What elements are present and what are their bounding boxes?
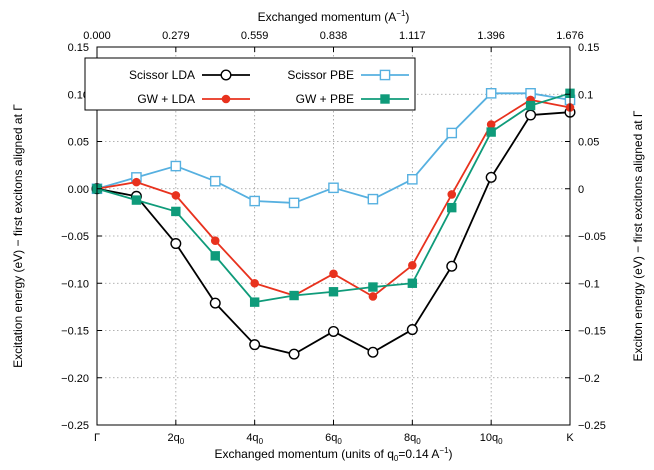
y-tick-label-right: −0.2 [578, 373, 600, 385]
x-tick-label-top: 0.000 [83, 30, 111, 42]
x-tick-label-bottom: 6q0 [325, 432, 342, 446]
y-tick-label-right: 0.15 [578, 42, 599, 54]
y-tick-label-right: 0.05 [578, 137, 599, 149]
y-tick-label-right: 0 [578, 184, 584, 196]
y-tick-label-right: −0.15 [578, 326, 606, 338]
open-square-marker [328, 182, 339, 194]
open-square-marker [170, 160, 182, 172]
y-tick-label-left: 0.10 [68, 89, 89, 101]
open-square-marker [446, 127, 458, 139]
filled-square-marker [368, 282, 378, 292]
legend: Scissor LDA GW + LDA Scissor PBE GW + PBE [84, 57, 416, 111]
open-square-marker [485, 88, 497, 99]
filled-circle-marker [447, 190, 457, 199]
x-tick-label-top: 0.559 [241, 30, 269, 42]
y-tick-label-left: −0.05 [61, 231, 89, 243]
legend-item: GW + LDA [137, 92, 250, 106]
x-axis-title-top: Exchanged momentum (A−1) [258, 9, 410, 24]
open-square-marker-legend [379, 69, 391, 81]
x-tick-label-bottom: 2q0 [167, 432, 184, 446]
open-circle-marker [525, 109, 537, 121]
legend-item: Scissor PBE [287, 68, 409, 82]
legend-item: GW + PBE [296, 92, 409, 106]
filled-circle-marker [132, 177, 141, 187]
open-circle-marker-legend [220, 69, 232, 81]
y-axis-title-right: Exciton energy (eV) − first excitons ali… [631, 110, 645, 361]
filled-circle-marker [171, 191, 181, 200]
x-tick-label-bottom: K [566, 432, 574, 444]
filled-square-marker [525, 100, 536, 111]
open-circle-marker [367, 346, 379, 358]
series-gw-pbe [92, 88, 575, 307]
series-line [96, 99, 571, 298]
open-circle-marker [170, 238, 182, 250]
filled-square-marker [131, 195, 142, 205]
filled-circle-marker-legend [221, 94, 231, 104]
open-square-marker [209, 175, 221, 187]
y-tick-label-right: −0.25 [578, 420, 606, 432]
filled-circle-marker [368, 292, 378, 301]
x-tick-label-bottom: Γ [94, 432, 100, 444]
filled-square-marker [486, 127, 496, 137]
y-tick-label-left: 0.05 [68, 137, 89, 149]
legend-label: GW + PBE [296, 92, 354, 106]
ticks: −0.25 −0.25 −0.20 −0.2 −0.15 −0.15 −0.10 −0.1 −0… [61, 30, 606, 446]
legend-box [84, 57, 416, 111]
legend-label: Scissor LDA [129, 68, 195, 82]
legend-label: Scissor PBE [287, 68, 354, 82]
filled-circle-marker [408, 260, 417, 270]
y-tick-label-left: −0.25 [61, 420, 89, 432]
y-tick-label-left: 0.15 [68, 42, 89, 54]
open-circle-marker [328, 325, 340, 337]
legend-item: Scissor LDA [129, 68, 250, 82]
open-circle-marker [288, 348, 300, 360]
legend-label: GW + LDA [137, 92, 195, 106]
series-scissor-lda [91, 106, 576, 360]
filled-square-marker-legend [380, 94, 390, 104]
open-circle-marker [446, 260, 458, 272]
y-tick-label-left: 0.00 [68, 184, 89, 196]
x-tick-label-bottom: 4q0 [246, 432, 263, 446]
x-tick-label-bottom: 8q0 [404, 432, 421, 446]
y-tick-label-left: −0.15 [61, 326, 89, 338]
open-square-marker [367, 193, 379, 205]
open-circle-marker [249, 339, 261, 351]
open-square-marker [407, 173, 418, 185]
y-tick-label-right: −0.1 [578, 278, 600, 290]
filled-square-marker [171, 206, 181, 217]
filled-circle-marker [250, 278, 259, 288]
x-tick-label-bottom: 10q0 [480, 432, 503, 446]
open-circle-marker [406, 324, 418, 336]
x-tick-label-top: 1.676 [556, 30, 584, 42]
series-gw-lda [92, 95, 575, 301]
y-tick-label-right: 0.1 [578, 89, 593, 101]
y-tick-label-left: −0.20 [61, 373, 89, 385]
filled-square-marker [249, 297, 260, 307]
x-tick-label-top: 1.117 [399, 30, 426, 42]
filled-square-marker [407, 278, 418, 288]
y-tick-label-left: −0.10 [61, 278, 89, 290]
x-tick-label-top: 1.396 [477, 30, 505, 42]
x-axis-title-bottom: Exchanged momentum (units of q0=0.14 A−1… [214, 446, 452, 463]
filled-square-marker [210, 251, 220, 261]
y-axis-title-left: Excitation energy (eV) − first excitons … [11, 104, 25, 368]
y-tick-label-right: −0.05 [578, 231, 606, 243]
filled-square-marker [289, 290, 299, 301]
open-circle-marker [209, 297, 221, 309]
filled-circle-marker [486, 120, 496, 129]
open-square-marker [288, 197, 300, 209]
open-circle-marker [485, 171, 497, 183]
x-tick-label-top: 0.838 [320, 30, 348, 42]
filled-circle-marker [329, 269, 338, 279]
x-tick-label-top: 0.279 [162, 30, 190, 42]
filled-square-marker [328, 287, 339, 297]
filled-circle-marker [210, 236, 220, 246]
filled-square-marker [447, 202, 457, 213]
open-square-marker [249, 195, 260, 207]
